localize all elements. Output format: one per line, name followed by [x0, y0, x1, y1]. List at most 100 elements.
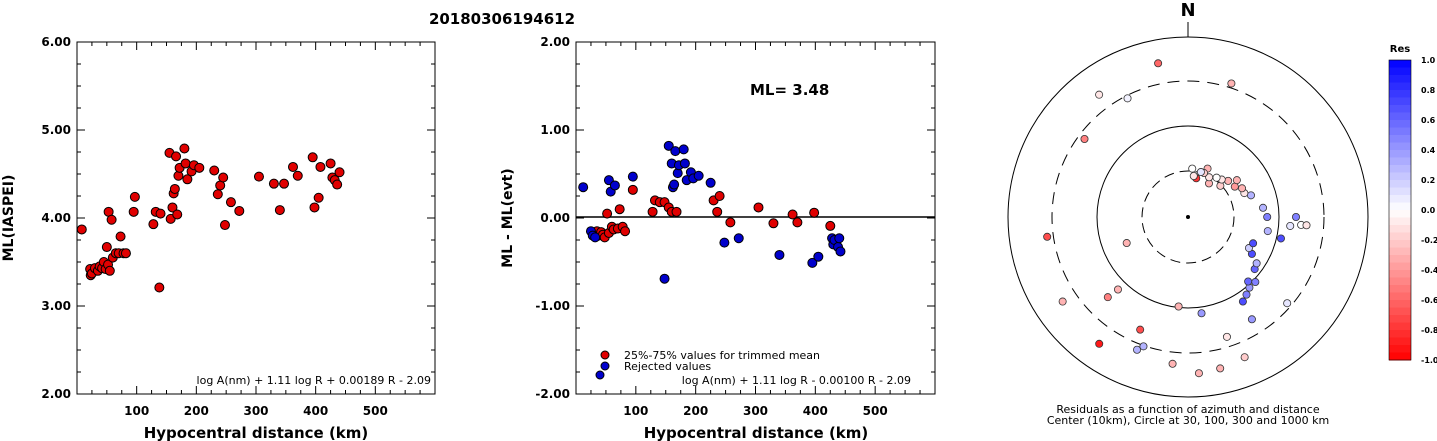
- x-axis-label: Hypocentral distance (km): [144, 424, 369, 441]
- plot-frame: [76, 41, 436, 395]
- colorbar-cell: [1389, 195, 1411, 203]
- colorbar-cell: [1389, 165, 1411, 173]
- station-marker: [1246, 191, 1255, 200]
- station-marker: [1113, 285, 1122, 294]
- y-axis-label: ML - ML(evt): [500, 168, 516, 267]
- data-point: [315, 161, 326, 172]
- station-marker: [1292, 212, 1301, 221]
- station-marker: [1212, 173, 1221, 182]
- colorbar-cell: [1389, 187, 1411, 196]
- colorbar-cell: [1389, 75, 1411, 83]
- data-point: [104, 265, 115, 276]
- data-point: [614, 204, 625, 215]
- ring-1000km: [1007, 36, 1369, 398]
- y-tick-label: -2.00: [535, 387, 570, 401]
- data-point: [834, 233, 845, 244]
- north-label: N: [1180, 0, 1195, 21]
- data-point: [813, 251, 824, 262]
- colorbar-cell: [1389, 270, 1411, 278]
- data-point: [106, 214, 117, 225]
- data-point: [182, 174, 193, 185]
- data-point: [609, 180, 620, 191]
- station-marker: [1263, 212, 1272, 221]
- station-marker: [1122, 239, 1131, 248]
- data-point: [313, 192, 324, 203]
- data-point: [128, 206, 139, 217]
- data-point: [590, 232, 601, 243]
- formula-text: log A(nm) + 1.11 log R - 0.00100 R - 2.0…: [682, 374, 911, 387]
- data-point: [725, 217, 736, 228]
- data-point: [663, 140, 674, 151]
- station-marker: [1242, 290, 1251, 299]
- data-point: [115, 231, 126, 242]
- station-marker: [1227, 79, 1236, 88]
- colorbar-cell: [1389, 277, 1411, 286]
- colorbar-cell: [1389, 90, 1411, 98]
- colorbar-tick-label: -0.2: [1421, 236, 1437, 245]
- colorbar-cell: [1389, 180, 1411, 188]
- station-marker: [1238, 184, 1247, 193]
- station-marker: [1154, 59, 1163, 68]
- data-point: [627, 184, 638, 195]
- x-tick-label: 200: [683, 404, 708, 418]
- station-marker: [1123, 94, 1132, 103]
- station-marker: [1095, 90, 1104, 99]
- legend-label-rejected: Rejected values: [624, 360, 711, 373]
- data-point: [309, 202, 320, 213]
- station-marker: [1196, 168, 1205, 177]
- data-point: [578, 182, 589, 193]
- epicenter-dot: [1186, 215, 1190, 219]
- legend-marker-trimmed: [600, 350, 610, 360]
- legend-extra-marker: [595, 370, 605, 380]
- colorbar-cell: [1389, 225, 1411, 233]
- data-point: [212, 189, 223, 200]
- station-marker: [1249, 239, 1258, 248]
- legend-marker-rejected: [600, 361, 610, 371]
- x-tick-label: 500: [863, 404, 888, 418]
- data-point: [169, 183, 180, 194]
- data-point: [714, 191, 725, 201]
- data-point: [253, 171, 264, 182]
- station-marker: [1043, 232, 1052, 241]
- y-tick-label: 3.00: [41, 299, 71, 313]
- station-marker: [1283, 299, 1292, 308]
- colorbar-tick-label: -0.6: [1421, 296, 1437, 305]
- colorbar-tick-label: 0.4: [1421, 146, 1436, 155]
- colorbar-tick-label: 0.6: [1421, 116, 1436, 125]
- y-tick-label: 2.00: [540, 35, 570, 49]
- data-point: [825, 220, 836, 231]
- station-marker: [1251, 278, 1260, 287]
- x-tick-label: 100: [124, 404, 149, 418]
- colorbar-cell: [1389, 82, 1411, 91]
- x-tick-label: 500: [363, 404, 388, 418]
- x-axis-label: Hypocentral distance (km): [644, 424, 869, 441]
- data-point: [292, 170, 303, 181]
- x-tick-label: 100: [623, 404, 648, 418]
- data-point: [332, 179, 343, 190]
- station-marker: [1174, 302, 1183, 311]
- y-tick-label: 6.00: [41, 35, 71, 49]
- station-marker: [1238, 297, 1247, 306]
- data-point: [787, 209, 798, 220]
- station-marker: [1259, 203, 1268, 212]
- station-marker: [1058, 297, 1067, 306]
- colorbar-cell: [1389, 247, 1411, 256]
- station-marker: [1189, 172, 1198, 181]
- station-marker: [1286, 221, 1295, 230]
- colorbar-cell: [1389, 345, 1411, 353]
- ring-300km: [1051, 80, 1325, 354]
- figure-title: 20180306194612: [429, 10, 575, 28]
- colorbar-cell: [1389, 97, 1411, 106]
- data-point: [670, 146, 681, 157]
- x-tick-label: 300: [743, 404, 768, 418]
- data-point: [287, 161, 298, 172]
- station-marker: [1224, 176, 1233, 185]
- panel-ml-residual: 100 200 300 400 500 -2.00 -1.00 0.00 1.00 2.00 ML…: [500, 35, 936, 441]
- colorbar-cell: [1389, 60, 1411, 68]
- station-marker: [1222, 332, 1231, 341]
- data-point: [774, 249, 785, 260]
- data-point: [712, 206, 723, 217]
- y-axis-label: ML(IASPEI): [1, 175, 17, 262]
- colorbar-tick-label: 0.0: [1421, 206, 1436, 215]
